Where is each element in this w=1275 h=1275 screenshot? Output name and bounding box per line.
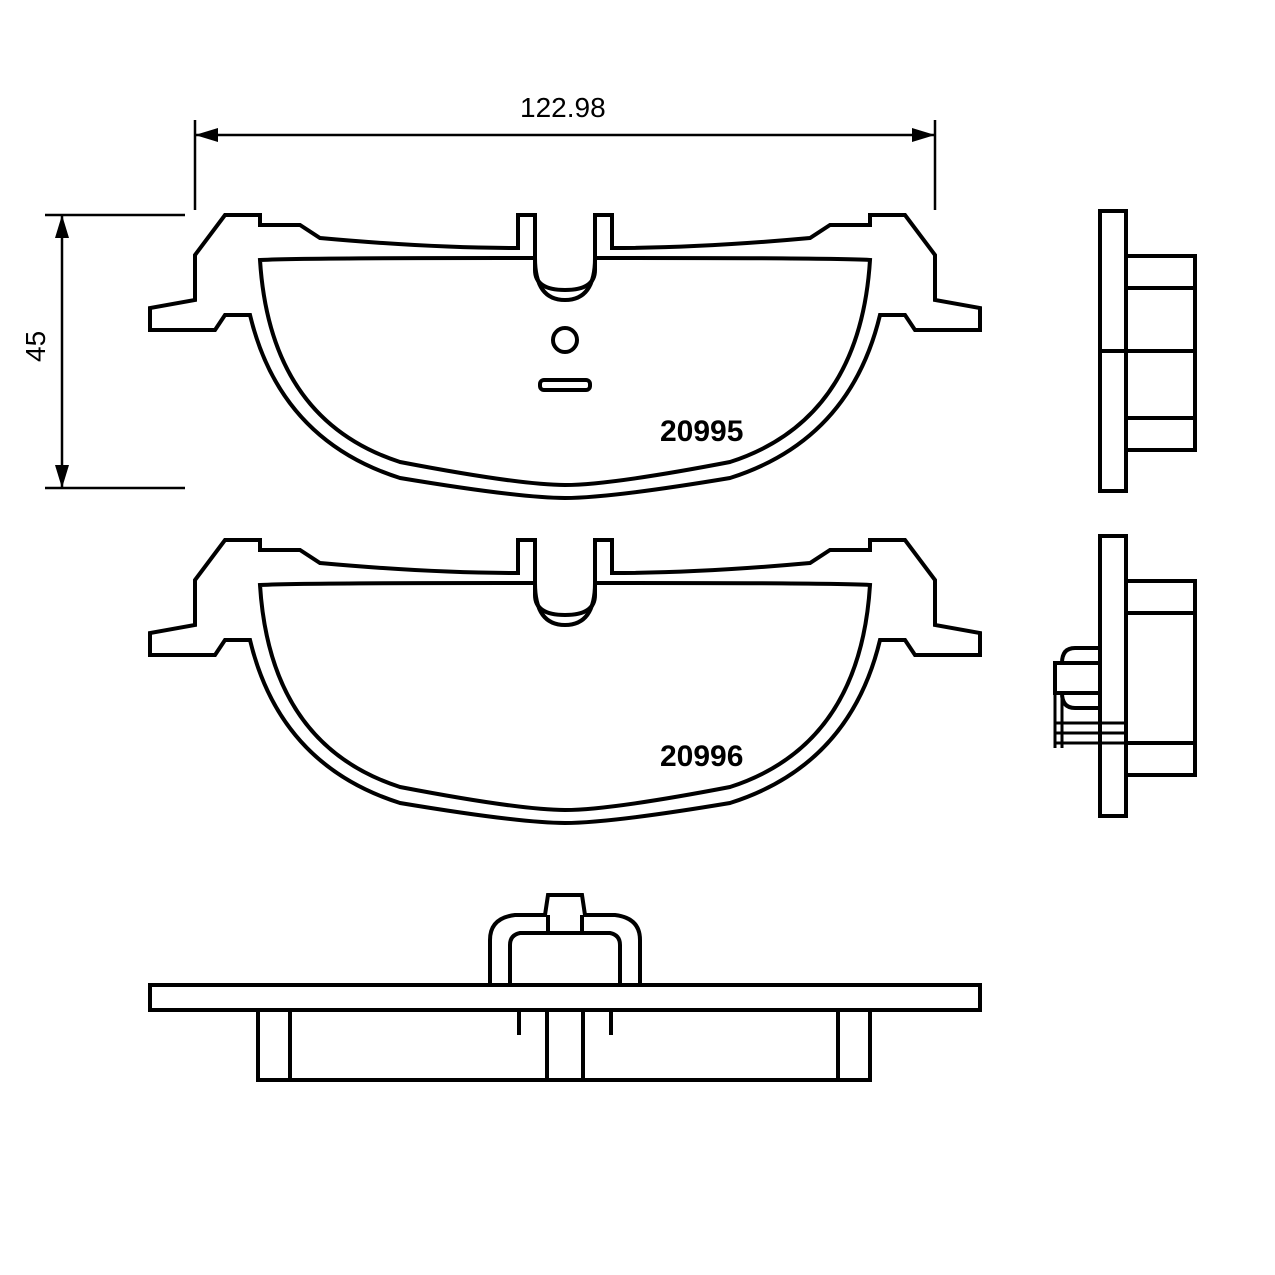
side-view-bottom [1055,536,1195,816]
dimension-height [45,215,185,488]
part-number-top: 20995 [660,415,743,449]
dimension-width [195,120,935,210]
drawing-svg [0,0,1275,1275]
part-number-bottom: 20996 [660,740,743,774]
brake-pad-top [150,215,980,498]
brake-pad-bottom [150,540,980,823]
brake-pad-bottom-view [150,895,980,1080]
dimension-height-label: 45 [20,331,52,362]
side-view-top [1100,211,1195,491]
technical-drawing: 122.98 45 20995 20996 [0,0,1275,1275]
dimension-width-label: 122.98 [520,92,606,124]
